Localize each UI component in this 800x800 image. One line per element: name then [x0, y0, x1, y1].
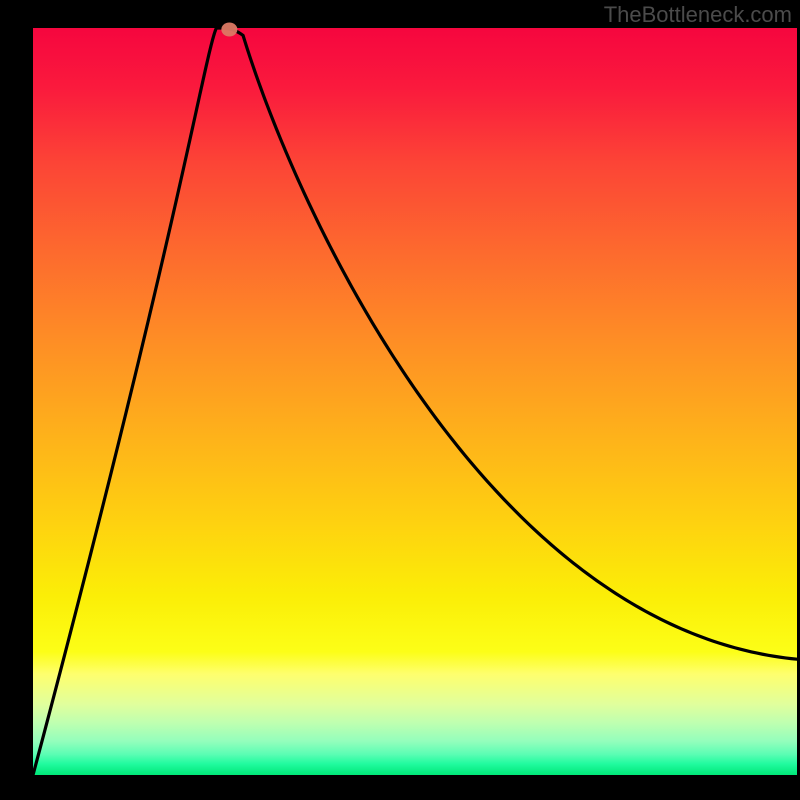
chart-root: TheBottleneck.com: [0, 0, 800, 800]
gradient-background: [33, 28, 797, 775]
chart-svg: [0, 0, 800, 800]
minimum-marker: [221, 22, 237, 36]
